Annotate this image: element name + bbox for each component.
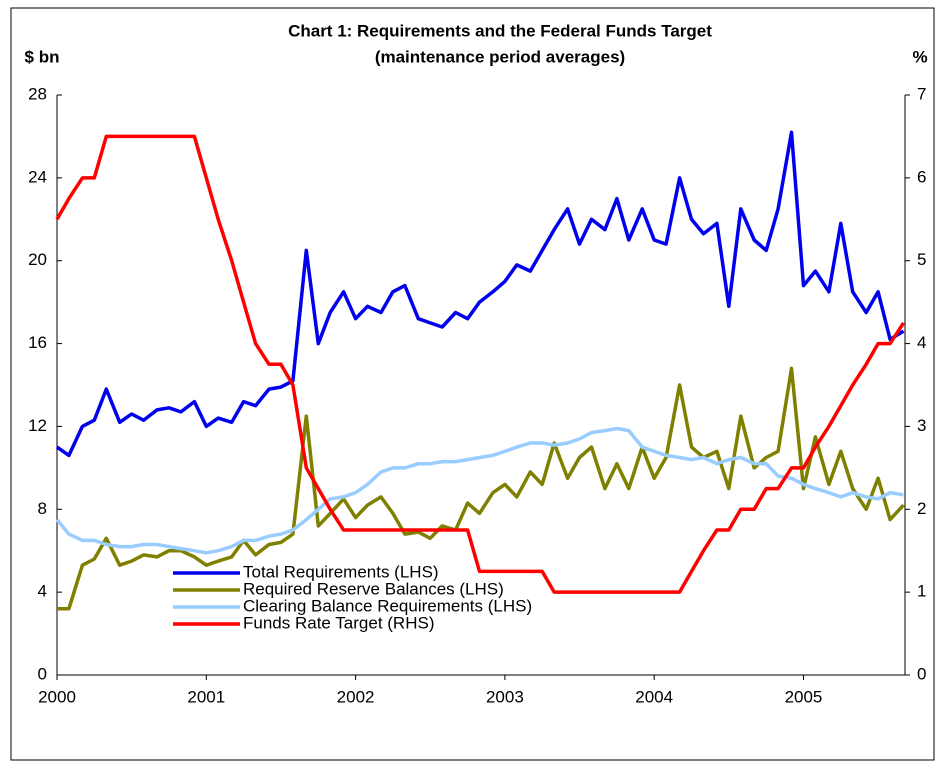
y-tick-label: 16 — [28, 333, 47, 352]
y-tick-label: 12 — [28, 416, 47, 435]
y2-tick-label: 7 — [917, 84, 926, 103]
series-line — [55, 134, 905, 594]
y2-tick-label: 2 — [917, 499, 926, 518]
y-tick-label: 28 — [28, 84, 47, 103]
y-tick-label: 4 — [38, 582, 47, 601]
y-tick-label: 20 — [28, 250, 47, 269]
x-tick-label: 2002 — [337, 687, 375, 706]
x-tick-label: 2003 — [486, 687, 524, 706]
chart-frame — [10, 7, 935, 761]
x-tick-label: 2005 — [785, 687, 823, 706]
series-line — [55, 426, 904, 555]
series-line — [55, 130, 905, 458]
legend-label: Required Reserve Balances (LHS) — [243, 579, 504, 598]
y2-tick-label: 5 — [917, 250, 926, 269]
x-tick-label: 2001 — [187, 687, 225, 706]
y-axis-label: $ bn — [25, 47, 60, 66]
legend-label: Clearing Balance Requirements (LHS) — [243, 596, 532, 615]
series-line — [57, 366, 905, 611]
y2-axis-label: % — [912, 47, 927, 66]
y-tick-label: 8 — [38, 499, 47, 518]
legend-label: Total Requirements (LHS) — [243, 562, 439, 581]
x-tick-label: 2000 — [38, 687, 76, 706]
chart-title: Chart 1: Requirements and the Federal Fu… — [288, 21, 712, 40]
y2-tick-label: 3 — [917, 416, 926, 435]
x-tick-label: 2004 — [635, 687, 673, 706]
chart-subtitle: (maintenance period averages) — [375, 47, 625, 66]
y2-tick-label: 0 — [917, 664, 926, 683]
y2-tick-label: 1 — [917, 582, 926, 601]
y-tick-label: 24 — [28, 167, 47, 186]
legend-label: Funds Rate Target (RHS) — [243, 613, 434, 632]
y2-tick-label: 4 — [917, 333, 926, 352]
y2-tick-label: 6 — [917, 167, 926, 186]
y-tick-label: 0 — [38, 664, 47, 683]
